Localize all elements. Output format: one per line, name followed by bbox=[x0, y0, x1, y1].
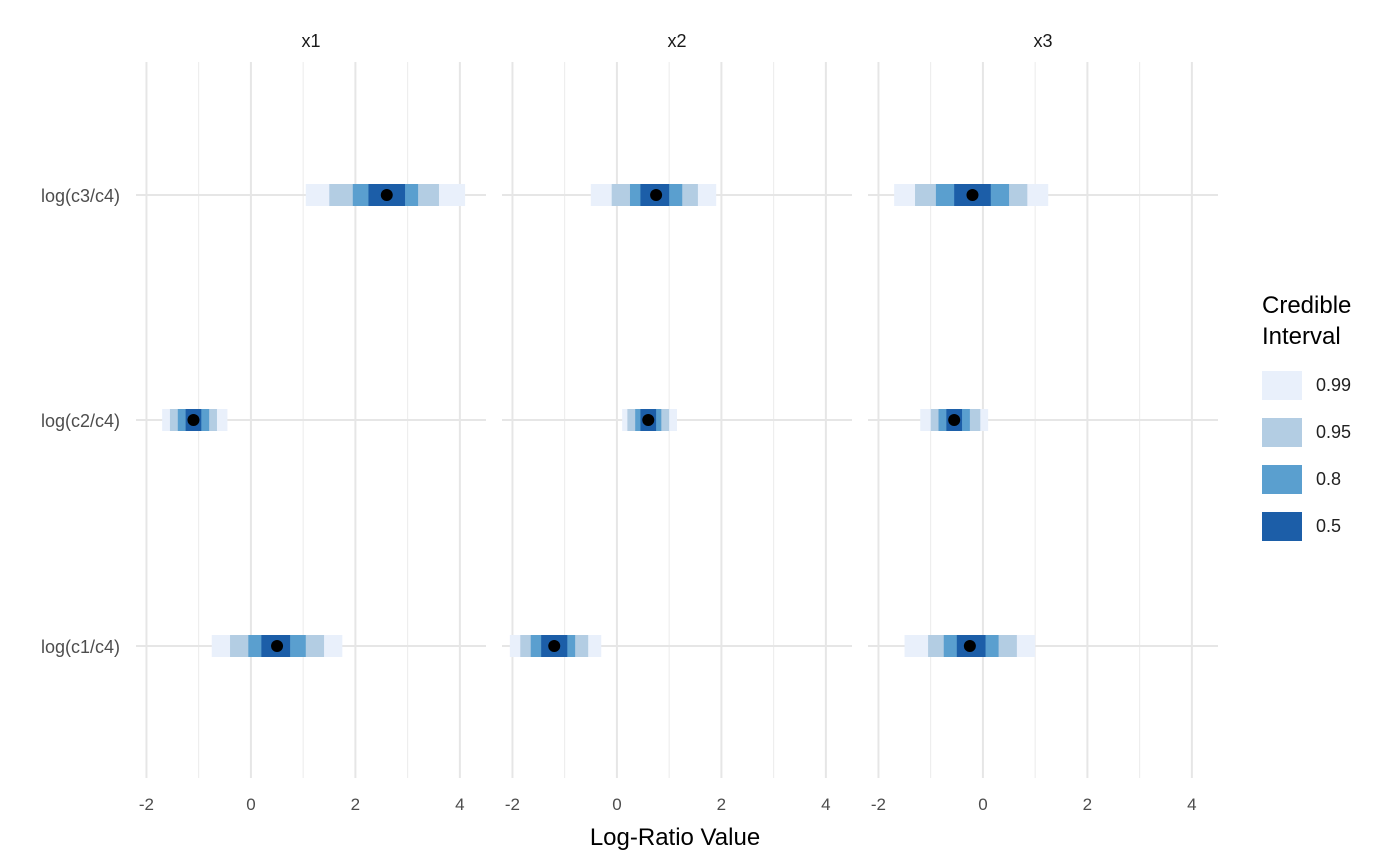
legend-item: 0.8 bbox=[1262, 456, 1392, 503]
legend-item: 0.99 bbox=[1262, 362, 1392, 409]
legend: Credible Interval 0.99 0.95 0.8 0.5 bbox=[1262, 290, 1392, 550]
panel-title: x1 bbox=[301, 31, 320, 51]
x-tick-label: 4 bbox=[455, 795, 464, 814]
legend-item: 0.5 bbox=[1262, 503, 1392, 550]
legend-label: 0.99 bbox=[1316, 375, 1352, 395]
legend-label: 0.8 bbox=[1316, 469, 1342, 489]
point-estimate bbox=[642, 414, 655, 426]
x-tick-label: -2 bbox=[505, 795, 520, 814]
legend-title: Credible Interval bbox=[1262, 290, 1392, 352]
y-tick-label: log(c3/c4) bbox=[41, 186, 120, 206]
legend-title-line: Credible bbox=[1262, 292, 1352, 319]
point-estimate bbox=[963, 640, 976, 652]
point-estimate bbox=[187, 414, 200, 426]
legend-label: 0.5 bbox=[1316, 516, 1342, 536]
x-tick-label: 0 bbox=[246, 795, 255, 814]
chart-canvas: x1 -2 0 2 4 x2 -2 0 2 4 x3 -2 0 2 4 log(c1/c4) log(c2/c4… bbox=[41, 31, 1218, 851]
point-estimate bbox=[271, 640, 284, 652]
x-tick-label: 4 bbox=[821, 795, 830, 814]
legend-item: 0.95 bbox=[1262, 409, 1392, 456]
x-tick-label: 0 bbox=[612, 795, 621, 814]
legend-swatch bbox=[1262, 512, 1302, 541]
legend-swatch bbox=[1262, 371, 1302, 400]
y-tick-label: log(c1/c4) bbox=[41, 637, 120, 657]
point-estimate bbox=[548, 640, 561, 652]
legend-title-line: Interval bbox=[1262, 323, 1341, 350]
x-tick-label: -2 bbox=[871, 795, 886, 814]
panel-title: x3 bbox=[1033, 31, 1052, 51]
x-tick-label: 0 bbox=[978, 795, 987, 814]
point-estimate bbox=[948, 414, 961, 426]
x-tick-label: 4 bbox=[1187, 795, 1196, 814]
point-estimate bbox=[650, 189, 663, 201]
legend-swatch bbox=[1262, 418, 1302, 447]
point-estimate bbox=[380, 189, 393, 201]
x-tick-label: 2 bbox=[717, 795, 726, 814]
x-tick-label: 2 bbox=[351, 795, 360, 814]
panel-title: x2 bbox=[667, 31, 686, 51]
y-tick-label: log(c2/c4) bbox=[41, 411, 120, 431]
point-estimate bbox=[966, 189, 979, 201]
x-tick-label: 2 bbox=[1083, 795, 1092, 814]
x-tick-label: -2 bbox=[139, 795, 154, 814]
legend-swatch bbox=[1262, 465, 1302, 494]
legend-label: 0.95 bbox=[1316, 422, 1352, 442]
x-axis-title: Log-Ratio Value bbox=[590, 824, 760, 851]
